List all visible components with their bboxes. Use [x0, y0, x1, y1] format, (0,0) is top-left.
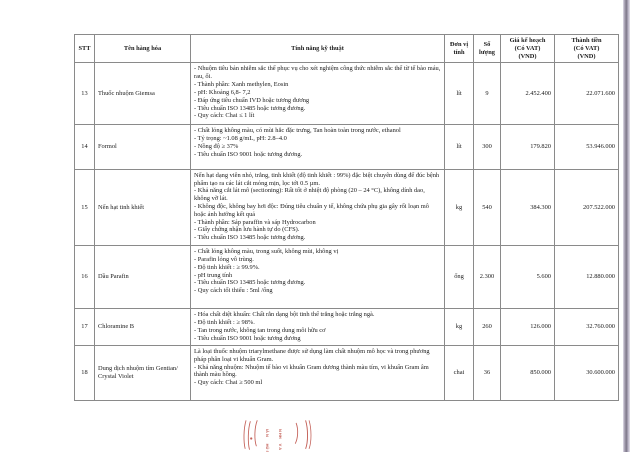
svg-text:V A: V A — [278, 444, 283, 451]
svg-text:HỦ S: HỦ S — [265, 444, 270, 452]
svg-text:IÀ N: IÀ N — [265, 429, 270, 437]
svg-text:N HH: N HH — [278, 429, 283, 439]
